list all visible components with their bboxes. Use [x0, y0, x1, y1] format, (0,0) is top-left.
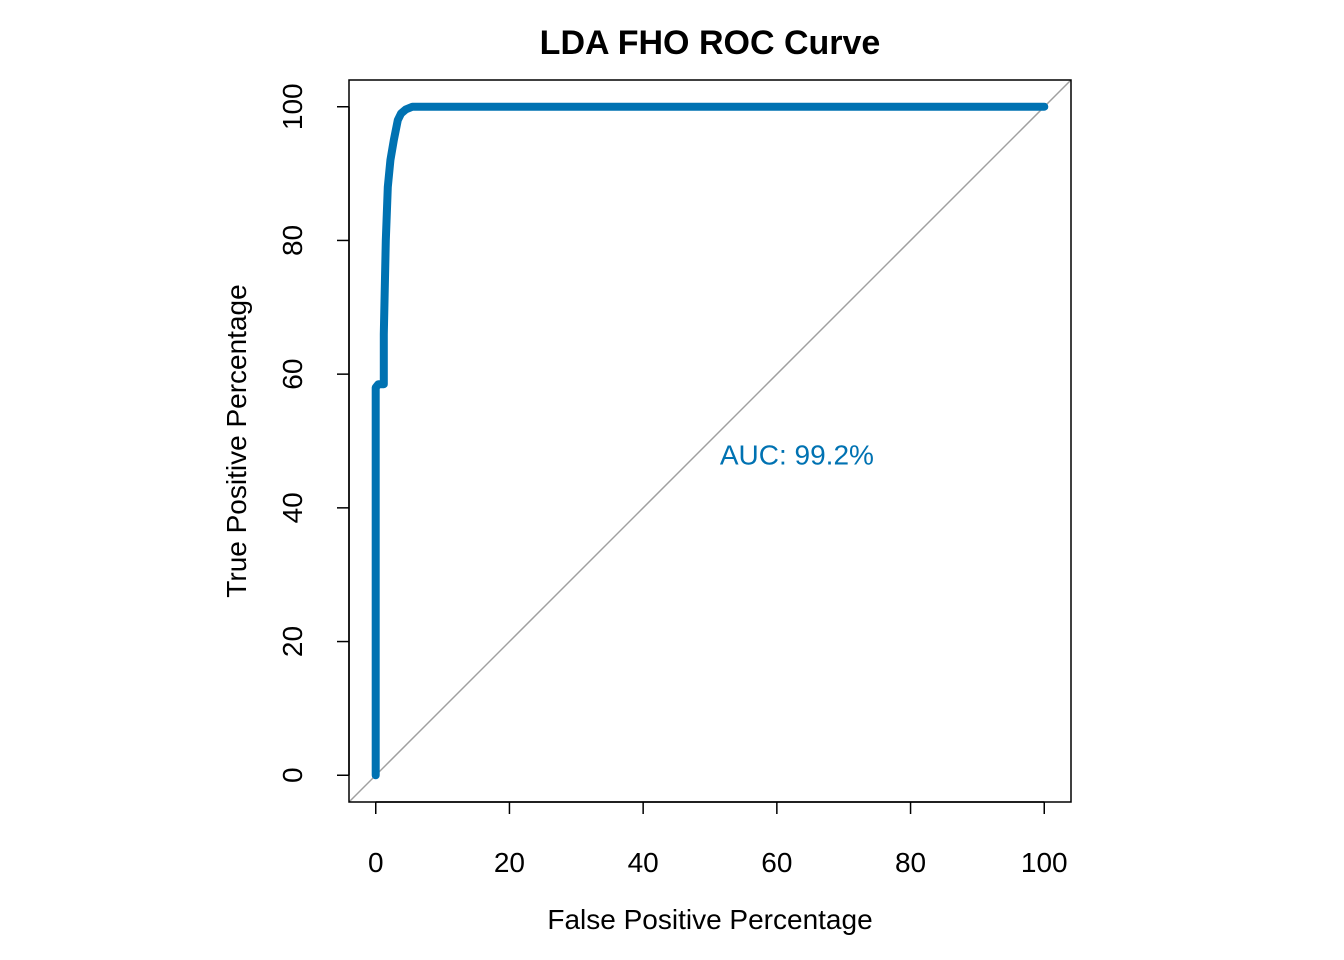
- y-tick-label: 100: [277, 83, 308, 130]
- y-tick-label: 60: [277, 359, 308, 390]
- x-tick-label: 100: [1021, 847, 1068, 878]
- x-tick-label: 20: [494, 847, 525, 878]
- y-axis-label: True Positive Percentage: [221, 284, 252, 597]
- y-tick-label: 80: [277, 225, 308, 256]
- chart-title: LDA FHO ROC Curve: [540, 24, 881, 62]
- x-axis-label: False Positive Percentage: [547, 904, 872, 935]
- plot-area: 0 20 40 60 80 100 0 20 40 60 80 100 AUC: 99.2%: [277, 79, 1072, 878]
- roc-curve-line: [371, 102, 1049, 780]
- x-tick-label: 80: [895, 847, 926, 878]
- y-tick-label: 0: [277, 767, 308, 783]
- x-tick-label: 40: [628, 847, 659, 878]
- x-tick-label: 0: [368, 847, 384, 878]
- reference-diagonal-line: [348, 79, 1072, 803]
- x-tick-label: 60: [761, 847, 792, 878]
- auc-annotation: AUC: 99.2%: [720, 439, 874, 470]
- y-tick-label: 40: [277, 492, 308, 523]
- y-tick-label: 20: [277, 626, 308, 657]
